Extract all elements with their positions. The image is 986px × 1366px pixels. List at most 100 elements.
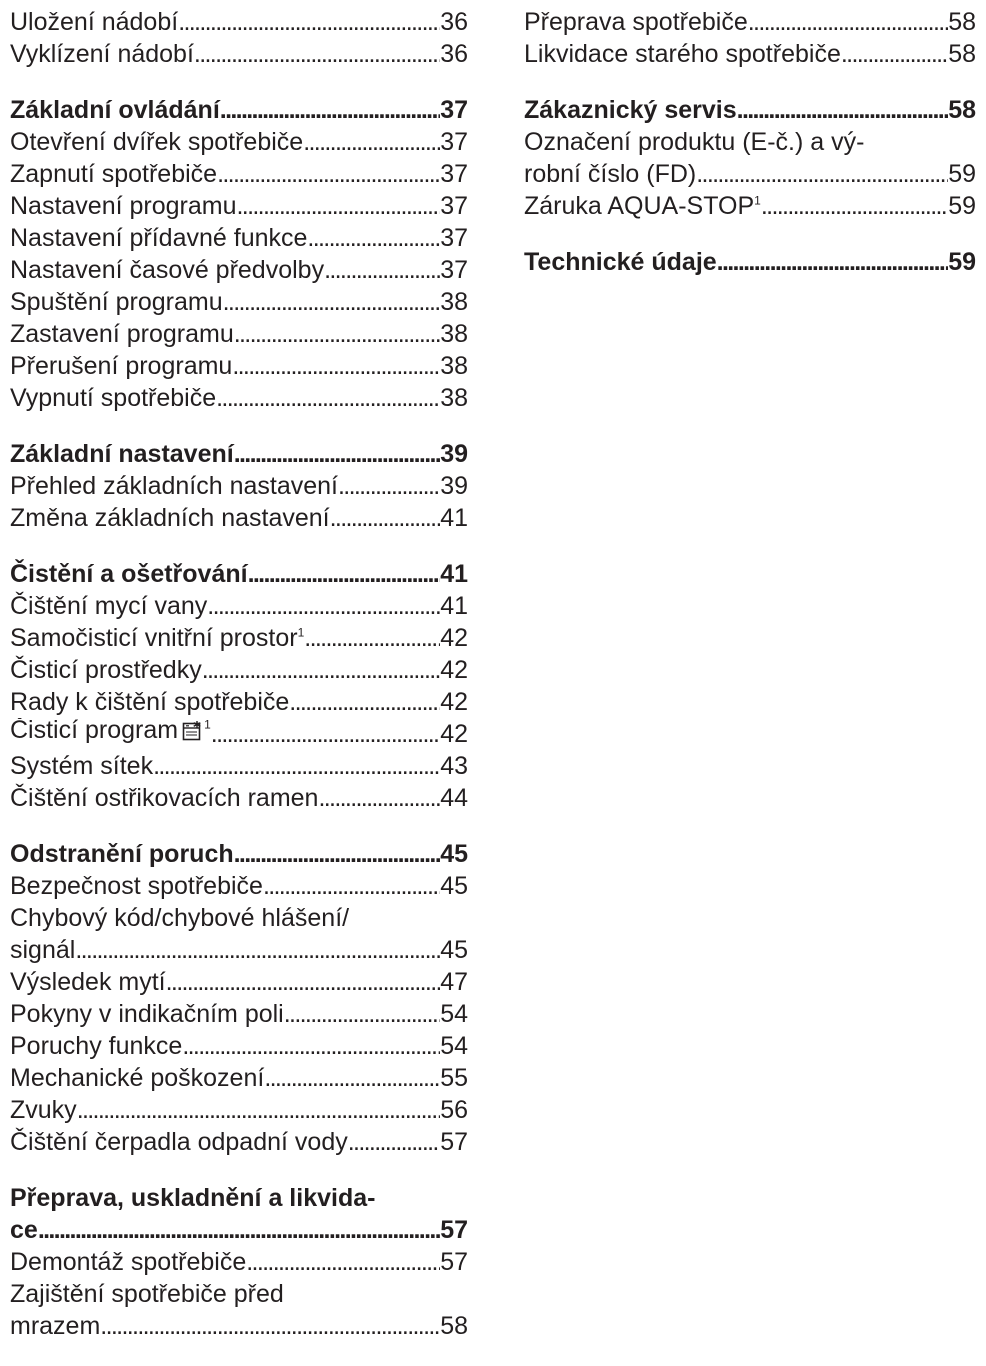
toc-entry[interactable]: Zastavení programu 38 xyxy=(10,318,468,350)
dot-leader xyxy=(289,686,440,718)
toc-entry-page: 36 xyxy=(440,8,468,36)
toc-heading-page: 39 xyxy=(440,440,468,468)
toc-entry-title-wrap: Záruka AQUA-STOP1 xyxy=(524,190,761,222)
toc-entry-page: 42 xyxy=(440,720,468,748)
toc-entry[interactable]: Nastavení časové předvolby 37 xyxy=(10,254,468,286)
toc-entry-title: Čištění mycí vany xyxy=(10,592,208,620)
toc-entry-title-line2: mrazem xyxy=(10,1312,101,1340)
dot-leader xyxy=(330,502,441,534)
toc-entry-title: Likvidace starého spotřebiče xyxy=(524,40,841,68)
dot-leader xyxy=(324,254,440,286)
dot-leader xyxy=(77,1094,441,1126)
toc-entry-page: 38 xyxy=(440,288,468,316)
dot-leader xyxy=(216,382,440,414)
toc-entry[interactable]: Přehled základních nastavení 39 xyxy=(10,470,468,502)
toc-entry[interactable]: Nastavení programu 37 xyxy=(10,190,468,222)
toc-heading[interactable]: Základní nastavení 39 xyxy=(10,438,468,470)
dot-leader xyxy=(75,934,440,966)
toc-entry[interactable]: Uložení nádobí 36 xyxy=(10,6,468,38)
dot-leader xyxy=(202,654,440,686)
toc-entry[interactable]: Čisticí prostředky 42 xyxy=(10,654,468,686)
toc-heading[interactable]: Zákaznický servis 58 xyxy=(524,94,976,126)
toc-entry[interactable]: Výsledek mytí 47 xyxy=(10,966,468,998)
dot-leader xyxy=(338,470,440,502)
toc-heading-title-line2: ce xyxy=(10,1216,38,1244)
toc-entry-title: Čisticí program xyxy=(10,718,179,744)
dot-leader xyxy=(761,190,948,222)
toc-entry[interactable]: Spuštění programu 38 xyxy=(10,286,468,318)
toc-entry-page: 39 xyxy=(440,472,468,500)
toc-entry[interactable]: Čištění čerpadla odpadní vody 57 xyxy=(10,1126,468,1158)
toc-section-transport: Přeprava, uskladnění a likvida- ce 57 Dem… xyxy=(10,1182,468,1342)
toc-entry[interactable]: mrazem 58 xyxy=(10,1310,468,1342)
footnote-marker: 1 xyxy=(204,718,211,732)
toc-left-column: Uložení nádobí 36 Vyklízení nádobí 36 Zákl… xyxy=(10,6,468,1366)
toc-heading-line1[interactable]: Přeprava, uskladnění a likvida- xyxy=(10,1184,376,1212)
dot-leader xyxy=(207,590,440,622)
toc-section-basic-operation: Základní ovládání 37 Otevření dvířek spot… xyxy=(10,94,468,414)
toc-entry[interactable]: Poruchy funkce 54 xyxy=(10,1030,468,1062)
toc-entry-page: 57 xyxy=(440,1248,468,1276)
toc-entry[interactable]: Likvidace starého spotřebiče 58 xyxy=(524,38,976,70)
dot-leader xyxy=(194,38,440,70)
toc-heading-page: 58 xyxy=(948,96,976,124)
dot-leader xyxy=(234,438,440,470)
toc-section-troubleshooting: Odstranění poruch 45 Bezpečnost spotřebič… xyxy=(10,838,468,1158)
toc-entry-page: 37 xyxy=(440,128,468,156)
toc-entry[interactable]: Samočisticí vnitřní prostor1 42 xyxy=(10,622,468,654)
toc-entry[interactable]: Mechanické poškození 55 xyxy=(10,1062,468,1094)
toc-heading[interactable]: Základní ovládání 37 xyxy=(10,94,468,126)
toc-entry-title: Otevření dvířek spotřebiče xyxy=(10,128,304,156)
dot-leader xyxy=(841,38,948,70)
toc-entry-title: Poruchy funkce xyxy=(10,1032,183,1060)
toc-entry[interactable]: Změna základních nastavení 41 xyxy=(10,502,468,534)
toc-entry-title: Pokyny v indikačním poli xyxy=(10,1000,284,1028)
toc-entry-page: 43 xyxy=(440,752,468,780)
dot-leader xyxy=(237,190,441,222)
toc-entry-title: Samočisticí vnitřní prostor xyxy=(10,624,298,652)
toc-entry[interactable]: Přeprava spotřebiče 58 xyxy=(524,6,976,38)
toc-entry[interactable]: Rady k čištění spotřebiče 42 xyxy=(10,686,468,718)
toc-entry-page: 58 xyxy=(948,40,976,68)
toc-entry[interactable]: Zvuky 56 xyxy=(10,1094,468,1126)
toc-entry[interactable]: Otevření dvířek spotřebiče 37 xyxy=(10,126,468,158)
toc-entry[interactable]: robní číslo (FD) 59 xyxy=(524,158,976,190)
toc-entry-title: Čištění čerpadla odpadní vody xyxy=(10,1128,348,1156)
toc-section-service: Zákaznický servis 58 Označení produktu (E… xyxy=(524,94,976,222)
toc-entry-title-line1[interactable]: Chybový kód/chybové hlášení/ xyxy=(10,904,350,932)
toc-entry[interactable]: Záruka AQUA-STOP1 59 xyxy=(524,190,976,222)
toc-entry-title: Nastavení časové předvolby xyxy=(10,256,325,284)
toc-entry[interactable]: Zapnutí spotřebiče 37 xyxy=(10,158,468,190)
toc-entry-page: 55 xyxy=(440,1064,468,1092)
toc-entry[interactable]: Vyklízení nádobí 36 xyxy=(10,38,468,70)
toc-entry[interactable]: Bezpečnost spotřebiče 45 xyxy=(10,870,468,902)
toc-entry[interactable]: Demontáž spotřebiče 57 xyxy=(10,1246,468,1278)
toc-entry-page: 54 xyxy=(440,1032,468,1060)
toc-entry-page: 41 xyxy=(440,504,468,532)
toc-entry-title-line1[interactable]: Označení produktu (E-č.) a vý- xyxy=(524,128,865,156)
toc-entry[interactable]: Čištění mycí vany 41 xyxy=(10,590,468,622)
toc-section-basic-settings: Základní nastavení 39 Přehled základních … xyxy=(10,438,468,534)
toc-entry[interactable]: Pokyny v indikačním poli 54 xyxy=(10,998,468,1030)
toc-entry[interactable]: signál 45 xyxy=(10,934,468,966)
toc-entry-title: Uložení nádobí xyxy=(10,8,179,36)
toc-entry-title-wrap: Samočisticí vnitřní prostor1 xyxy=(10,622,304,654)
toc-entry-title: Mechanické poškození xyxy=(10,1064,265,1092)
toc-entry-page: 44 xyxy=(440,784,468,812)
toc-entry[interactable]: Vypnutí spotřebiče 38 xyxy=(10,382,468,414)
toc-entry[interactable]: Nastavení přídavné funkce 37 xyxy=(10,222,468,254)
toc-entry-title: Přerušení programu xyxy=(10,352,233,380)
toc-heading[interactable]: Technické údaje 59 xyxy=(524,246,976,278)
toc-entry-title: Bezpečnost spotřebiče xyxy=(10,872,263,900)
toc-heading[interactable]: Čistění a ošetřování 41 xyxy=(10,558,468,590)
toc-entry-title: Vyklízení nádobí xyxy=(10,40,194,68)
toc-entry[interactable]: Přerušení programu 38 xyxy=(10,350,468,382)
toc-entry-title: Zastavení programu xyxy=(10,320,234,348)
toc-entry[interactable]: Systém sítek 43 xyxy=(10,750,468,782)
toc-entry[interactable]: Čisticí program 1 42 xyxy=(10,718,468,750)
toc-heading[interactable]: Odstranění poruch 45 xyxy=(10,838,468,870)
toc-entry[interactable]: Čištění ostřikovacích ramen 44 xyxy=(10,782,468,814)
toc-entry-title-line1[interactable]: Zajištění spotřebiče před xyxy=(10,1280,284,1308)
toc-heading[interactable]: ce 57 xyxy=(10,1214,468,1246)
toc-entry-title: Přeprava spotřebiče xyxy=(524,8,748,36)
